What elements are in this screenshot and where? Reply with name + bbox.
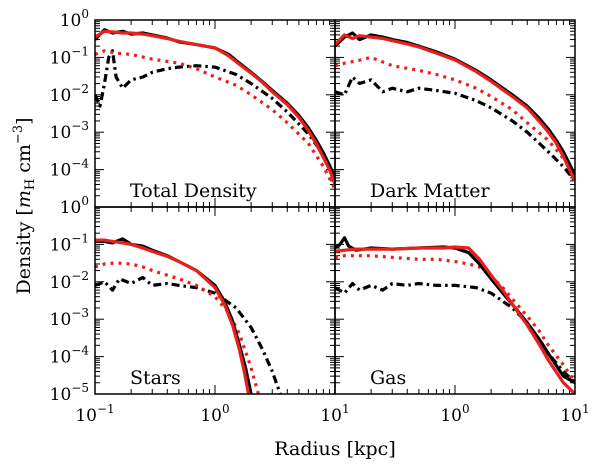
y-tick-label: 10−3 xyxy=(50,306,89,330)
x-tick-label: 101 xyxy=(560,402,589,426)
panel-label-dark-matter: Dark Matter xyxy=(370,180,490,202)
y-tick-label: 10−4 xyxy=(50,157,90,181)
y-tick-label: 10−1 xyxy=(50,231,89,255)
y-axis-label: Density [mH cm−3] xyxy=(11,117,38,294)
panel-gas-series xyxy=(335,236,575,394)
series-line-red-solid xyxy=(335,245,575,394)
series-line-red-solid xyxy=(335,33,575,182)
series-line-red-dotted xyxy=(95,261,260,394)
y-tick-label: 10−2 xyxy=(50,82,89,106)
series-line-black-dashdot xyxy=(335,281,575,384)
panel-label-total-density: Total Density xyxy=(130,180,257,202)
series-line-red-dotted xyxy=(335,254,575,384)
panel-gas: Gas xyxy=(334,206,576,395)
y-tick-label: 10−1 xyxy=(50,44,89,68)
x-tick-labels: 10−1 100 101 100 101 xyxy=(75,402,589,426)
panel-stars-ticks xyxy=(94,207,335,395)
series-line-black-solid xyxy=(335,31,575,177)
y-tick-label: 10−5 xyxy=(50,381,89,405)
panel-label-gas: Gas xyxy=(370,367,406,389)
y-tick-label: 10−4 xyxy=(50,344,90,368)
y-tick-label: 10−3 xyxy=(50,119,89,143)
panel-dark-matter: Dark Matter xyxy=(334,19,576,208)
panel-dark-matter-series xyxy=(335,31,575,182)
x-tick-label: 10−1 xyxy=(75,402,114,426)
x-axis-label: Radius [kpc] xyxy=(274,438,395,460)
panel-gas-frame xyxy=(334,206,576,395)
y-tick-label: 100 xyxy=(60,194,89,218)
series-line-red-solid xyxy=(95,29,335,186)
series-line-red-solid xyxy=(95,238,251,394)
panel-total-density-series xyxy=(95,28,335,190)
x-tick-label: 100 xyxy=(200,402,229,426)
panel-dark-matter-ticks xyxy=(334,20,575,208)
series-line-black-dashdot xyxy=(95,275,282,394)
panel-stars-frame xyxy=(94,206,336,395)
y-tick-label: 10−2 xyxy=(50,269,89,293)
x-tick-label: 101 xyxy=(320,402,349,426)
panel-total-density: Total Density xyxy=(94,19,336,208)
y-tick-labels: 100 10−1 10−2 10−3 10−4 100 10−1 10−2 10−3 10−4 10… xyxy=(50,7,90,405)
panel-label-stars: Stars xyxy=(130,367,181,389)
series-line-black-solid xyxy=(95,28,335,179)
x-tick-label: 100 xyxy=(440,402,469,426)
series-line-black-dashdot xyxy=(335,75,575,182)
y-tick-label: 100 xyxy=(60,7,89,31)
series-line-red-dotted xyxy=(335,55,575,177)
panel-dark-matter-frame xyxy=(334,19,576,208)
panel-stars: Stars xyxy=(94,206,336,395)
series-line-black-solid xyxy=(335,236,575,385)
panels-group: Total Density Dark Matter Stars Gas xyxy=(94,19,576,395)
panel-stars-series xyxy=(95,237,282,394)
panel-gas-ticks xyxy=(334,207,575,395)
